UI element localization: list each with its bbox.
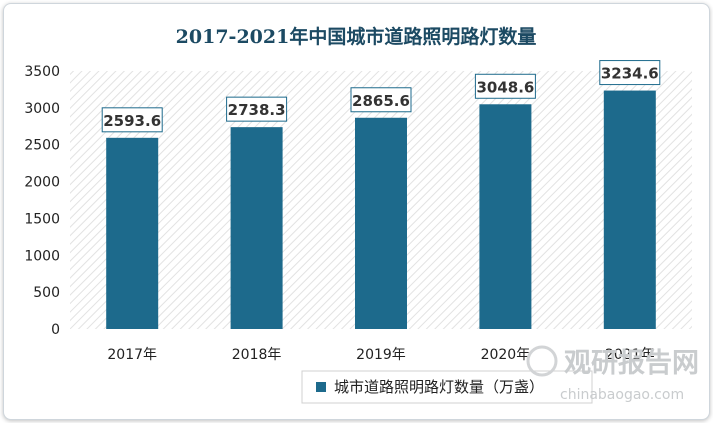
data-label: 3234.6 <box>601 65 659 83</box>
y-tick-label: 2000 <box>24 175 60 191</box>
legend-swatch <box>316 382 326 392</box>
watermark-url: chinabaogao.com <box>560 387 684 403</box>
y-tick-label: 2500 <box>24 138 60 154</box>
data-label-box <box>599 60 661 86</box>
data-label: 2865.6 <box>352 92 410 110</box>
x-tick-label: 2019年 <box>356 347 406 363</box>
x-tick-label: 2021年 <box>605 347 655 363</box>
y-tick-label: 0 <box>51 322 60 338</box>
data-label: 2593.6 <box>103 112 161 130</box>
watermark-logo-icon <box>526 345 558 377</box>
watermark-brand: 观研报告网 <box>564 348 699 379</box>
data-label: 2738.3 <box>228 101 286 119</box>
x-tick-label: 2018年 <box>232 347 282 363</box>
bar <box>106 137 159 329</box>
bar <box>230 127 283 330</box>
y-tick-label: 1500 <box>24 211 60 227</box>
y-tick-label: 3000 <box>24 101 60 117</box>
y-tick-label: 500 <box>33 285 60 301</box>
data-label-box <box>474 73 536 99</box>
x-tick-label: 2017年 <box>107 347 157 363</box>
data-labels-group: 2593.6 2738.3 2865.6 3048.6 3234.6 <box>101 60 661 133</box>
bar <box>479 104 532 329</box>
x-tick-label: 2020年 <box>481 347 531 363</box>
data-label-box <box>226 96 288 122</box>
data-label-box <box>350 87 412 113</box>
bar-chart: 2017-2021年中国城市道路照明路灯数量 0 500 1000 1500 2000 2… <box>24 25 699 404</box>
y-tick-label: 3500 <box>24 64 60 80</box>
y-tick-label: 1000 <box>24 248 60 264</box>
y-axis: 0 500 1000 1500 2000 2500 3000 3500 <box>24 64 60 338</box>
x-axis: 2017年 2018年 2019年 2020年 2021年 <box>107 347 654 363</box>
watermark: 观研报告网 chinabaogao.com <box>526 345 699 403</box>
chart-card: 2017-2021年中国城市道路照明路灯数量 0 500 1000 1500 2000 2… <box>3 3 710 420</box>
bar <box>603 90 656 329</box>
data-label: 3048.6 <box>476 78 534 96</box>
chart-title: 2017-2021年中国城市道路照明路灯数量 <box>176 25 537 48</box>
legend-label: 城市道路照明路灯数量（万盏） <box>334 378 544 396</box>
data-label-box <box>101 107 163 133</box>
bars-group <box>106 90 656 330</box>
legend: 城市道路照明路灯数量（万盏） <box>301 370 593 404</box>
bar <box>355 117 407 329</box>
